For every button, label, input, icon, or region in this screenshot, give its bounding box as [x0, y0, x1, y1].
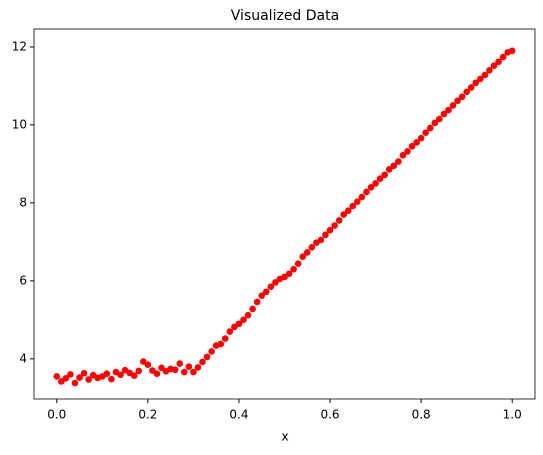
x-tick-label: 0.6	[320, 408, 339, 422]
point	[108, 375, 115, 383]
point	[253, 298, 261, 306]
point	[258, 292, 266, 299]
y-tick-label: 12	[12, 39, 27, 53]
point	[53, 373, 61, 380]
point	[308, 244, 316, 251]
point	[422, 129, 429, 137]
point	[335, 217, 343, 224]
point	[413, 139, 420, 146]
point	[244, 311, 252, 319]
point	[477, 75, 484, 83]
point	[190, 368, 197, 376]
x-tick-label: 0.0	[47, 408, 66, 422]
point	[185, 363, 193, 370]
point	[76, 374, 83, 381]
point	[508, 47, 516, 55]
point	[194, 364, 202, 371]
point	[322, 231, 329, 239]
point	[344, 207, 352, 214]
point	[267, 283, 275, 291]
point	[440, 110, 448, 118]
point	[363, 188, 370, 196]
point	[385, 166, 393, 173]
point	[130, 372, 138, 379]
point	[376, 175, 384, 183]
point	[408, 143, 416, 150]
point	[262, 288, 270, 296]
point	[467, 84, 475, 91]
x-axis-label: x	[281, 430, 288, 444]
point	[80, 369, 88, 377]
point	[290, 265, 297, 273]
point	[340, 211, 348, 218]
point	[71, 379, 79, 387]
point	[495, 58, 502, 66]
point	[181, 368, 188, 376]
point	[454, 97, 461, 105]
point	[171, 366, 179, 374]
y-tick-label: 10	[12, 117, 27, 131]
point	[226, 328, 234, 335]
point	[285, 270, 293, 278]
point	[395, 158, 402, 165]
y-tick-label: 6	[19, 273, 27, 287]
point	[458, 93, 466, 101]
x-tick-label: 0.8	[412, 408, 431, 422]
point	[417, 134, 425, 142]
point	[436, 115, 443, 123]
point	[85, 376, 92, 383]
point	[326, 226, 334, 234]
point	[67, 371, 74, 378]
point	[499, 53, 507, 61]
point	[381, 171, 389, 179]
point	[354, 198, 361, 206]
point	[349, 202, 357, 210]
y-tick-label: 4	[19, 351, 27, 365]
x-tick-label: 0.4	[229, 408, 248, 422]
chart-title: Visualized Data	[231, 8, 339, 24]
point	[135, 367, 143, 375]
point	[62, 375, 70, 382]
plot-frame	[33, 28, 536, 400]
point	[217, 340, 225, 348]
x-tick-label: 1.0	[503, 408, 522, 422]
point	[208, 348, 215, 355]
x-tick-label: 0.2	[138, 408, 157, 422]
point	[303, 249, 311, 256]
point	[445, 106, 452, 114]
point	[199, 358, 206, 366]
point	[117, 371, 124, 379]
point	[404, 148, 411, 155]
point	[235, 320, 243, 328]
point	[158, 364, 165, 372]
point	[103, 370, 111, 377]
point	[490, 62, 498, 69]
y-tick-label: 8	[19, 195, 27, 209]
point	[486, 67, 493, 74]
point	[331, 222, 338, 229]
point	[358, 193, 366, 201]
point	[449, 102, 457, 109]
point	[272, 279, 279, 286]
point	[372, 180, 379, 187]
point	[317, 236, 325, 244]
point	[472, 79, 480, 87]
point	[399, 152, 407, 159]
point	[144, 361, 152, 368]
point	[249, 305, 256, 313]
point	[299, 253, 307, 260]
point	[426, 124, 434, 132]
point	[176, 360, 184, 367]
point	[390, 162, 398, 170]
point	[431, 119, 439, 127]
point	[481, 71, 489, 79]
point	[294, 260, 302, 268]
point	[463, 88, 470, 96]
point	[367, 183, 375, 191]
point	[240, 316, 247, 324]
point	[153, 370, 161, 377]
point	[221, 335, 229, 342]
point	[203, 353, 211, 361]
